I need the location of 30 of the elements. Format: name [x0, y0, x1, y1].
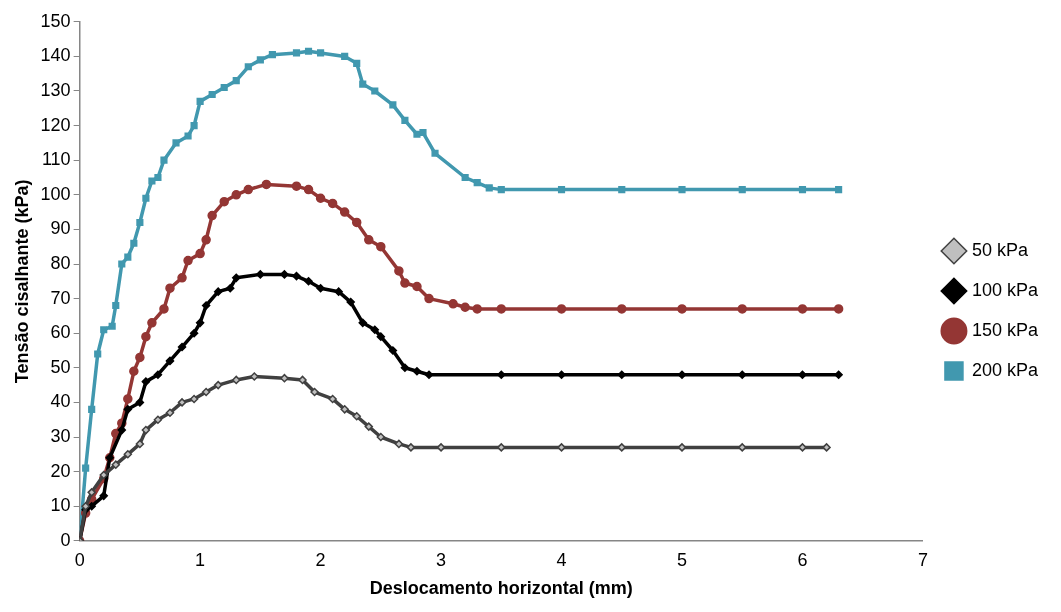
x-tick-label: 0	[74, 549, 85, 570]
y-tick-label: 80	[50, 252, 71, 273]
y-tick-label: 100	[40, 183, 71, 204]
x-axis-title: Deslocamento horizontal (mm)	[369, 578, 633, 599]
y-tick-label: 120	[40, 114, 71, 135]
y-tick-label: 140	[40, 45, 71, 66]
x-tick-label: 5	[676, 549, 688, 570]
legend-label: 100 kPa	[971, 279, 1039, 300]
legend-label: 150 kPa	[971, 319, 1039, 340]
y-tick-label: 110	[41, 149, 71, 170]
y-tick-label: 90	[50, 218, 71, 239]
y-tick-label: 40	[50, 391, 71, 412]
x-tick-label: 7	[917, 549, 928, 570]
x-tick-label: 2	[315, 549, 326, 570]
x-tick-label: 4	[556, 549, 567, 570]
y-tick-label: 10	[50, 495, 71, 516]
x-tick-label: 1	[195, 549, 206, 570]
y-tick-label: 150	[40, 10, 71, 31]
y-tick-label: 30	[50, 425, 71, 446]
x-tick-label: 6	[797, 549, 808, 570]
legend-label: 50 kPa	[971, 239, 1029, 260]
legend-label: 200 kPa	[971, 359, 1039, 380]
y-tick-label: 20	[50, 460, 71, 481]
x-tick-label: 3	[436, 549, 447, 570]
y-tick-label: 130	[40, 79, 71, 100]
y-axis-title: Tensão cisalhante (kPa)	[11, 179, 32, 384]
y-tick-label: 50	[50, 356, 71, 377]
y-tick-label: 0	[60, 529, 71, 550]
y-tick-label: 70	[50, 287, 71, 308]
y-tick-label: 60	[50, 322, 71, 343]
